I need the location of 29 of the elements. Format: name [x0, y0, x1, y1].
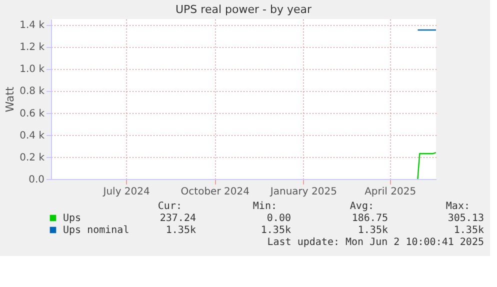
- text: 1.35k: [358, 225, 388, 236]
- text: 186.75: [352, 213, 388, 224]
- y-tick-label: 1.4 k: [20, 20, 45, 32]
- legend-label: Ups nominal: [63, 225, 130, 236]
- y-tick-label: 0.0: [28, 174, 44, 186]
- y-tick-label: 0.8 k: [20, 86, 45, 98]
- y-tick-label: 1.2 k: [20, 42, 45, 54]
- text: 1.35k: [166, 225, 196, 236]
- chart-title: UPS real power - by year: [176, 3, 312, 16]
- text: 237.24: [160, 213, 196, 224]
- text: 1.35k: [454, 225, 484, 236]
- y-tick-label: 0.6 k: [20, 108, 45, 120]
- x-tick-label: April 2025: [364, 186, 416, 198]
- y-tick-label: 0.4 k: [20, 130, 45, 142]
- text: 1.35k: [260, 225, 291, 236]
- x-tick-label: October 2024: [180, 186, 250, 198]
- text: Last update: Mon Jun 2 10:00:41 2025: [267, 237, 484, 248]
- text: 305.13: [448, 213, 484, 224]
- text: Avg:: [350, 201, 374, 212]
- y-axis-title: Watt: [4, 86, 17, 112]
- legend-label: Ups: [63, 213, 82, 224]
- y-tick-label: 0.2 k: [20, 152, 45, 164]
- x-tick-label: January 2025: [269, 186, 337, 198]
- text: Min:: [252, 201, 277, 212]
- text: Cur:: [158, 201, 182, 212]
- text: Max:: [446, 201, 470, 212]
- y-tick-label: 1.0 k: [20, 64, 45, 76]
- x-tick-label: July 2024: [102, 186, 150, 198]
- text: 0.00: [266, 213, 291, 224]
